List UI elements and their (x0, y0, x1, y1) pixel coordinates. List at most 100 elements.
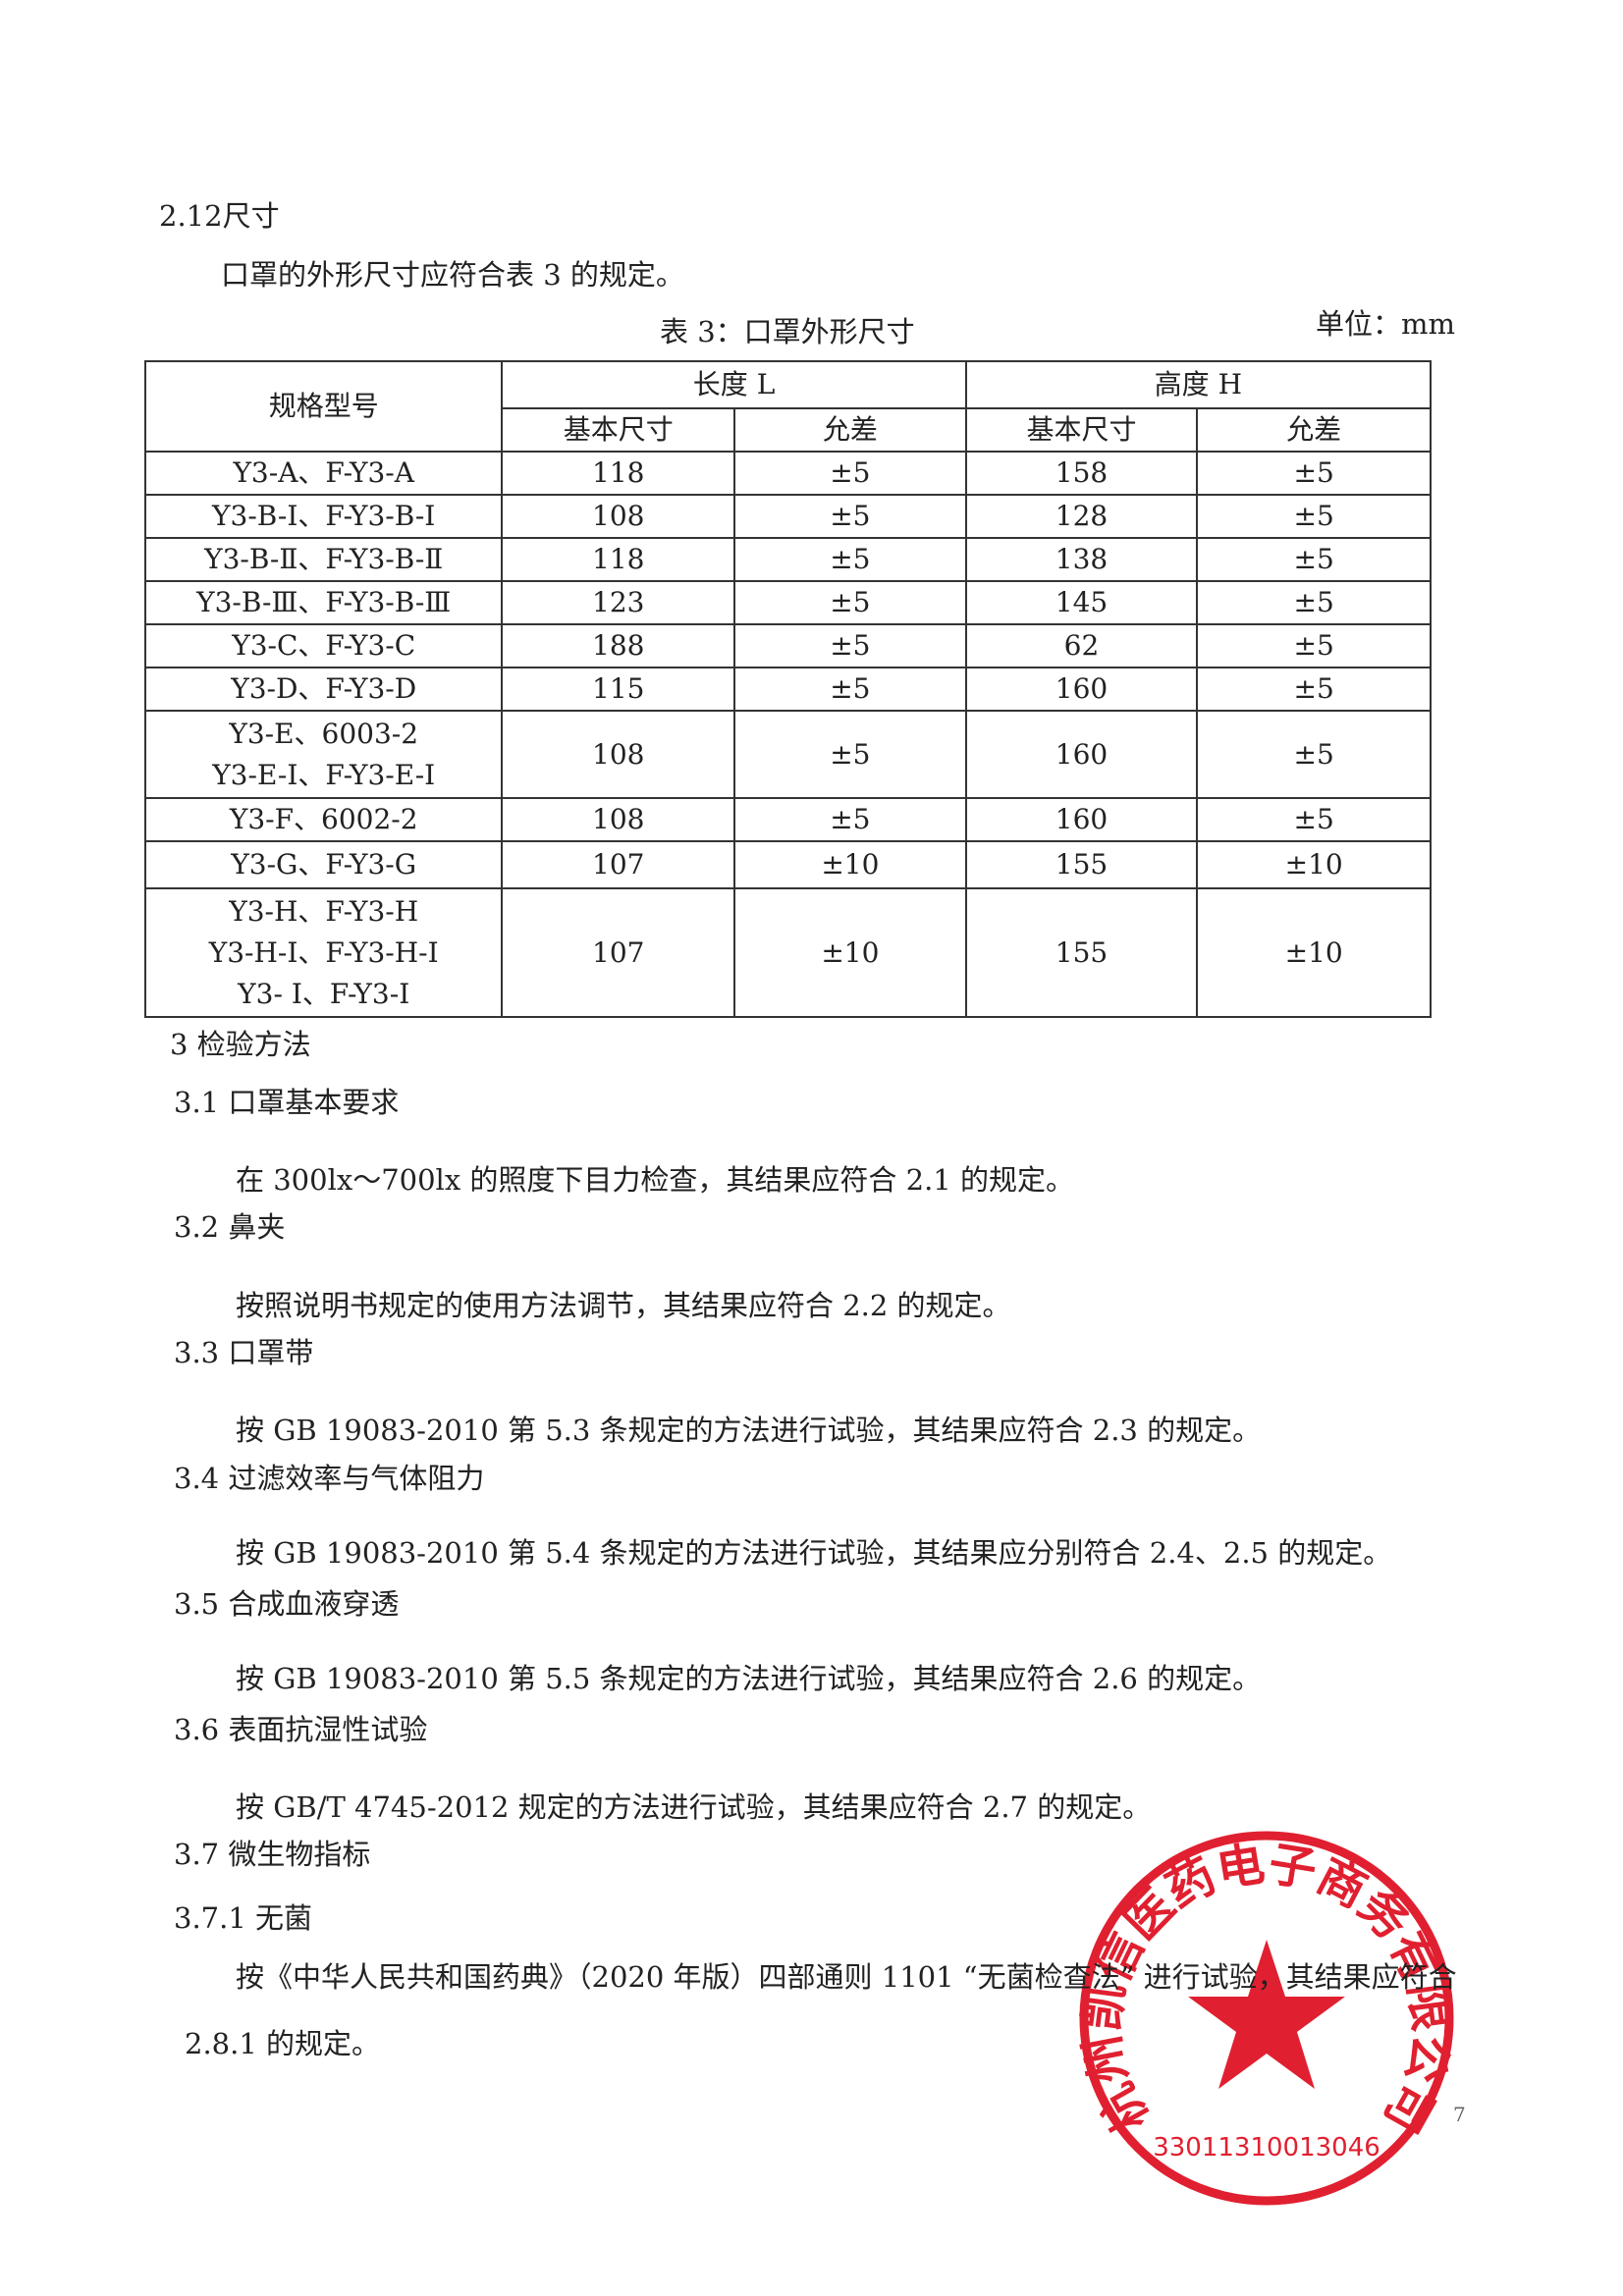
model-line: Y3-B-Ⅱ、F-Y3-B-Ⅱ (204, 543, 444, 575)
stamp-ring (1079, 1831, 1454, 2206)
table-row: Y3-B-Ⅲ、F-Y3-B-Ⅲ 123 ±5 145 ±5 (143, 580, 1432, 625)
table-cell: 155 (964, 887, 1199, 1018)
header-cell: 允差 (1196, 407, 1432, 453)
model-line: Y3-C、F-Y3-C (232, 629, 416, 662)
table-cell: ±5 (733, 623, 967, 668)
model-cell: Y3-C、F-Y3-C (143, 623, 504, 668)
section-heading: 3.7.1 无菌 (174, 1901, 313, 1935)
table-row: Y3-E、6003-2 Y3-E-Ⅰ、F-Y3-E-Ⅰ 108 ±5 160 ±5 (143, 710, 1432, 799)
table-cell: 160 (964, 797, 1199, 842)
table-cell: 160 (964, 710, 1199, 799)
table-cell: ±5 (1196, 710, 1432, 799)
model-line: Y3-B-Ⅰ、F-Y3-B-Ⅰ (212, 500, 436, 532)
table-cell: 145 (964, 580, 1199, 625)
table-cell: 118 (501, 537, 736, 582)
model-line: Y3-B-Ⅲ、F-Y3-B-Ⅲ (196, 586, 452, 618)
stamp-code: 33011310013046 (1153, 2133, 1380, 2163)
model-cell: Y3-H、F-Y3-H Y3-H-Ⅰ、F-Y3-H-Ⅰ Y3- Ⅰ、F-Y3-Ⅰ (143, 887, 504, 1018)
table-cell: 107 (501, 887, 736, 1018)
paragraph: 按 GB 19083-2010 第 5.5 条规定的方法进行试验，其结果应符合 … (236, 1662, 1262, 1695)
table-cell: ±5 (733, 710, 967, 799)
stamp-star (1188, 1940, 1345, 2089)
model-line: Y3- Ⅰ、F-Y3-Ⅰ (238, 977, 410, 1010)
header-cell: 基本尺寸 (964, 407, 1199, 453)
model-line: Y3-E-Ⅰ、F-Y3-E-Ⅰ (212, 758, 436, 791)
model-line: Y3-H-Ⅰ、F-Y3-H-Ⅰ (208, 935, 439, 969)
header-cell: 高度 H (964, 360, 1433, 409)
table-unit: 单位：mm (1316, 307, 1455, 341)
table-cell: ±5 (1196, 623, 1432, 668)
paragraph: 按照说明书规定的使用方法调节，其结果应符合 2.2 的规定。 (236, 1289, 1011, 1322)
table-row: Y3-F、6002-2 108 ±5 160 ±5 (143, 797, 1432, 842)
model-line: Y3-A、F-Y3-A (233, 456, 414, 489)
table-cell: ±5 (733, 797, 967, 842)
model-cell: Y3-B-Ⅰ、F-Y3-B-Ⅰ (143, 494, 504, 539)
model-cell: Y3-D、F-Y3-D (143, 667, 504, 712)
model-line: Y3-F、6002-2 (229, 803, 418, 835)
table-cell: 160 (964, 667, 1199, 712)
model-line: Y3-D、F-Y3-D (231, 672, 417, 705)
model-cell: Y3-F、6002-2 (143, 797, 504, 842)
table-row: Y3-C、F-Y3-C 188 ±5 62 ±5 (143, 623, 1432, 668)
table-row: Y3-H、F-Y3-H Y3-H-Ⅰ、F-Y3-H-Ⅰ Y3- Ⅰ、F-Y3-Ⅰ 10… (143, 887, 1432, 1018)
table-cell: ±10 (733, 887, 967, 1018)
heading: 2.12尺寸 (159, 199, 280, 233)
table-cell: 188 (501, 623, 736, 668)
table-cell: ±5 (733, 667, 967, 712)
paragraph: 口罩的外形尺寸应符合表 3 的规定。 (221, 258, 684, 292)
table-row: Y3-B-Ⅱ、F-Y3-B-Ⅱ 118 ±5 138 ±5 (143, 537, 1432, 582)
section-heading: 3.5 合成血液穿透 (174, 1587, 400, 1621)
table-cell: 115 (501, 667, 736, 712)
table-cell: 107 (501, 840, 736, 889)
paragraph: 按 GB 19083-2010 第 5.4 条规定的方法进行试验，其结果应分别符… (236, 1536, 1392, 1570)
table-cell: 138 (964, 537, 1199, 582)
header-cell: 长度 L (501, 360, 967, 409)
paragraph: 按 GB 19083-2010 第 5.3 条规定的方法进行试验，其结果应符合 … (236, 1414, 1262, 1447)
table-cell: 108 (501, 797, 736, 842)
model-cell: Y3-B-Ⅲ、F-Y3-B-Ⅲ (143, 580, 504, 625)
model-cell: Y3-A、F-Y3-A (143, 451, 504, 496)
table-cell: 62 (964, 623, 1199, 668)
header-cell: 允差 (733, 407, 967, 453)
table-cell: ±5 (733, 580, 967, 625)
model-line: Y3-E、6003-2 (229, 717, 419, 750)
table-cell: 155 (964, 840, 1199, 889)
table-cell: ±5 (1196, 667, 1432, 712)
table-cell: ±10 (1196, 840, 1432, 889)
table-row: Y3-D、F-Y3-D 115 ±5 160 ±5 (143, 667, 1432, 712)
model-cell: Y3-B-Ⅱ、F-Y3-B-Ⅱ (143, 537, 504, 582)
table-cell: ±5 (1196, 537, 1432, 582)
paragraph: 在 300lx～700lx 的照度下目力检查，其结果应符合 2.1 的规定。 (236, 1163, 1074, 1197)
section-heading: 3.2 鼻夹 (174, 1210, 286, 1244)
table-cell: ±5 (1196, 580, 1432, 625)
section-heading: 3.6 表面抗湿性试验 (174, 1713, 428, 1746)
header-cell: 规格型号 (143, 360, 504, 453)
section-heading: 3.4 过滤效率与气体阻力 (174, 1462, 485, 1495)
table-cell: 158 (964, 451, 1199, 496)
model-cell: Y3-G、F-Y3-G (143, 840, 504, 889)
table-cell: 118 (501, 451, 736, 496)
table-cell: 128 (964, 494, 1199, 539)
model-cell: Y3-E、6003-2 Y3-E-Ⅰ、F-Y3-E-Ⅰ (143, 710, 504, 799)
table-cell: 123 (501, 580, 736, 625)
table-cell: ±5 (733, 451, 967, 496)
table-cell: 108 (501, 494, 736, 539)
section-heading: 3.1 口罩基本要求 (174, 1086, 400, 1119)
model-line: Y3-G、F-Y3-G (231, 848, 417, 881)
paragraph: 按《中华人民共和国药典》（2020 年版）四部通则 1101 “无菌检查法” 进… (185, 1960, 1457, 2060)
table-cell: ±5 (1196, 494, 1432, 539)
table: 规格型号 长度 L 高度 H 基本尺寸 允差 基本尺寸 允差 Y3-A、F-Y3… (143, 360, 1433, 1018)
table-cell: ±10 (1196, 887, 1432, 1018)
table-cell: ±10 (733, 840, 967, 889)
page-number: 7 (1453, 2103, 1466, 2126)
table-row: Y3-G、F-Y3-G 107 ±10 155 ±10 (143, 840, 1432, 889)
table-cell: ±5 (1196, 451, 1432, 496)
table-cell: ±5 (733, 494, 967, 539)
paragraph: 按 GB/T 4745-2012 规定的方法进行试验，其结果应符合 2.7 的规… (236, 1790, 1152, 1824)
section-heading: 3 检验方法 (170, 1028, 311, 1061)
table-row: Y3-A、F-Y3-A 118 ±5 158 ±5 (143, 451, 1432, 496)
model-line: Y3-H、F-Y3-H (229, 894, 419, 928)
table-cell: ±5 (733, 537, 967, 582)
table-row: Y3-B-Ⅰ、F-Y3-B-Ⅰ 108 ±5 128 ±5 (143, 494, 1432, 539)
